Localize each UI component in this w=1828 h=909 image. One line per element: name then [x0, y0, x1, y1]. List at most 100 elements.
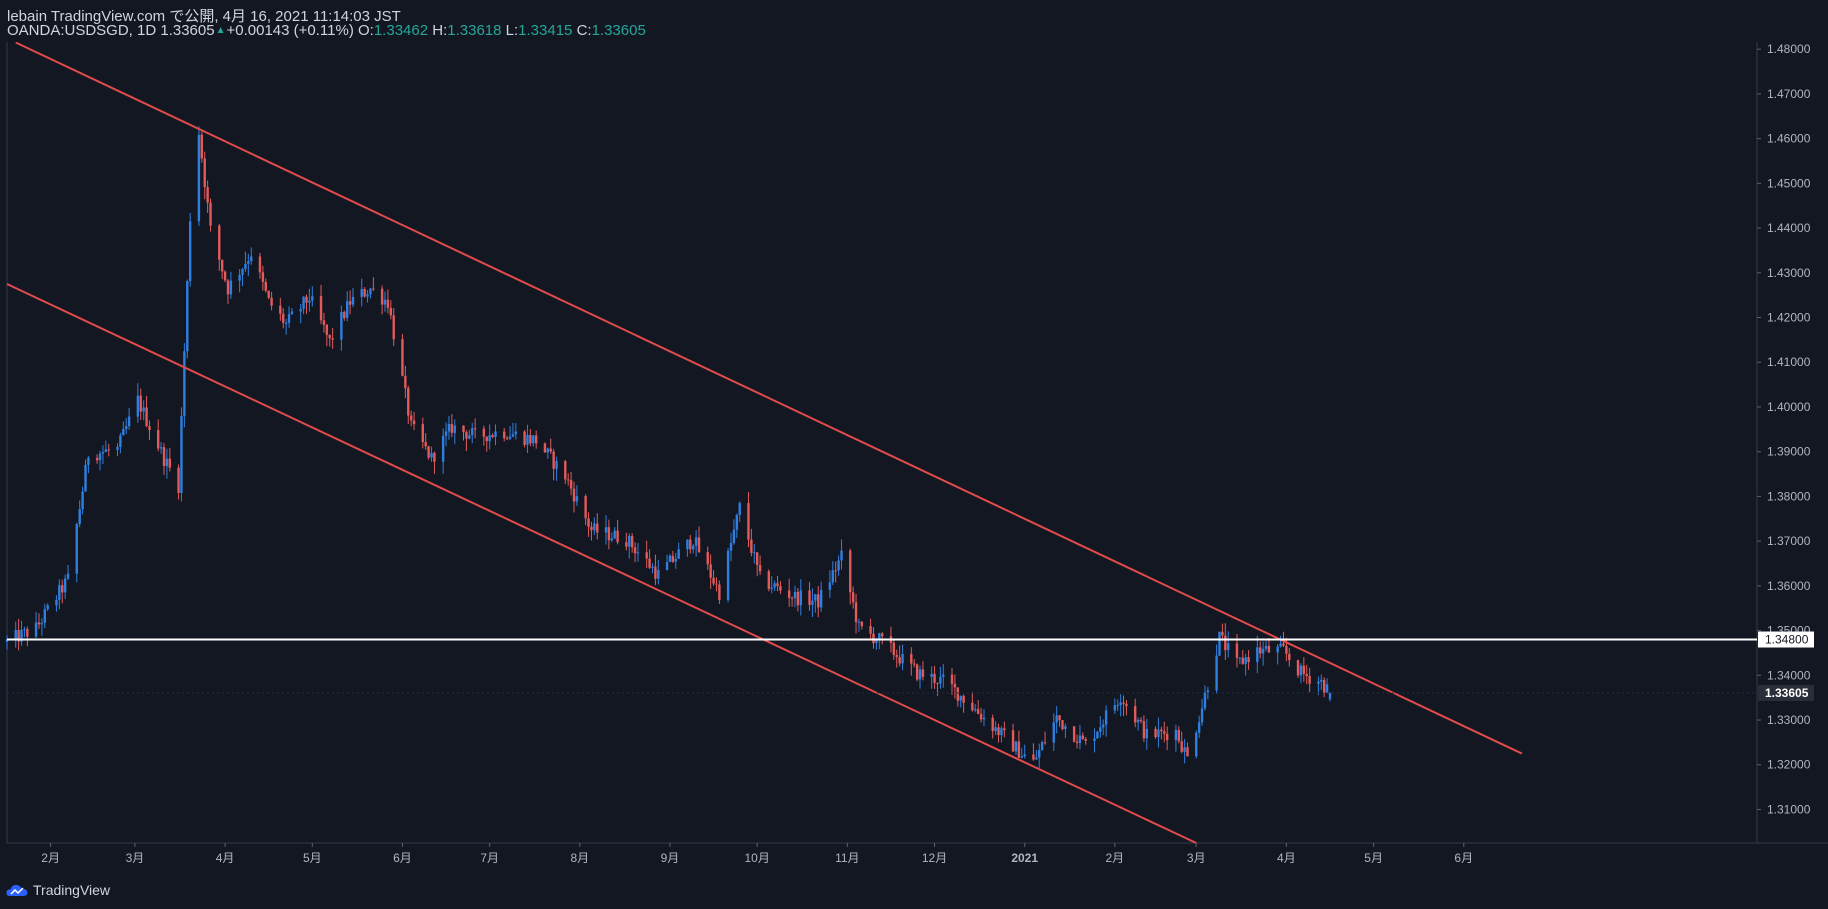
candle-body — [692, 545, 695, 550]
candle-body — [66, 573, 70, 579]
candle-body — [613, 530, 616, 539]
y-tick-label: 1.33000 — [1767, 713, 1811, 727]
candle-body — [1142, 721, 1146, 739]
candle-body — [508, 436, 512, 439]
x-tick-label: 9月 — [661, 851, 680, 865]
candle-body — [1157, 729, 1160, 738]
candle-body — [1256, 647, 1259, 662]
candle-body — [494, 431, 497, 438]
candle-body — [607, 527, 611, 541]
candle-body — [1139, 719, 1143, 722]
candle-body — [1014, 741, 1018, 752]
candle-body — [20, 629, 23, 642]
candle-body — [61, 585, 64, 593]
candle-body — [505, 438, 509, 440]
candle-body — [308, 300, 311, 303]
symbol-label: OANDA:USDSGD, 1D 1.33605 — [7, 22, 215, 39]
candle-body — [523, 431, 526, 445]
y-tick-label: 1.39000 — [1767, 445, 1811, 459]
publisher-line: lebain TradingView.com で公開, 4月 16, 2021 … — [7, 8, 401, 25]
candle-body — [645, 552, 648, 559]
candle-body — [546, 448, 550, 453]
candle-body — [1116, 705, 1119, 707]
candle-body — [854, 602, 858, 623]
candle-body — [694, 537, 698, 546]
candle-body — [767, 571, 771, 589]
level-price-tag — [1758, 631, 1814, 648]
candle-body — [75, 524, 78, 574]
candle-body — [942, 674, 945, 677]
close-label: C: — [576, 22, 592, 39]
candle-body — [366, 294, 369, 297]
candle-body — [95, 457, 99, 461]
candle-body — [471, 428, 474, 436]
candle-body — [1003, 728, 1006, 731]
candle-body — [1227, 643, 1230, 651]
candle-body — [81, 491, 84, 510]
candle-body — [950, 674, 954, 684]
y-tick-label: 1.37000 — [1767, 534, 1811, 548]
candle-body — [913, 663, 916, 665]
candle-body — [1058, 715, 1061, 721]
candle-body — [430, 452, 433, 458]
candle-body — [98, 453, 102, 461]
candle-body — [183, 351, 186, 416]
candle-body — [543, 443, 547, 453]
candle-body — [976, 709, 980, 714]
candle-body — [270, 297, 273, 306]
footer: TradingView — [0, 874, 1828, 909]
candle-body — [1064, 726, 1067, 730]
candle-body — [1183, 747, 1186, 752]
candle-body — [1322, 679, 1326, 693]
candle-body — [982, 717, 986, 720]
y-tick-label: 1.40000 — [1767, 400, 1811, 414]
candle-body — [1102, 724, 1105, 728]
candle-body — [1136, 719, 1140, 723]
y-tick-label: 1.38000 — [1767, 489, 1811, 503]
candle-body — [1296, 660, 1300, 676]
candle-body — [127, 416, 131, 427]
candle-body — [808, 590, 811, 605]
candle-body — [159, 447, 163, 449]
candle-body — [136, 395, 140, 417]
candle-body — [709, 564, 712, 578]
candle-body — [200, 134, 204, 159]
candle-body — [819, 589, 823, 608]
candle-body — [197, 134, 201, 222]
candle-body — [1264, 645, 1268, 649]
candle-body — [1032, 754, 1035, 760]
x-tick-label: 5月 — [303, 851, 322, 865]
candle-body — [145, 407, 148, 427]
candle-body — [636, 552, 640, 554]
level-price-label: 1.34800 — [1765, 633, 1809, 647]
lower-trendline — [6, 283, 1197, 844]
candle-body — [726, 550, 730, 600]
candle-body — [758, 565, 762, 572]
x-tick-label: 6月 — [1454, 851, 1473, 865]
candle-body — [433, 452, 436, 462]
candle-body — [84, 464, 87, 492]
candle-body — [1145, 728, 1149, 739]
candle-body — [596, 523, 599, 533]
candle-body — [1165, 733, 1169, 741]
open-value: 1.33462 — [373, 22, 429, 39]
candle-body — [1055, 715, 1058, 723]
candle-body — [898, 657, 901, 664]
tradingview-logo[interactable]: TradingView — [6, 882, 110, 898]
candle-body — [101, 452, 105, 454]
candle-body — [674, 558, 677, 562]
y-tick-label: 1.32000 — [1767, 758, 1811, 772]
candle-body — [1328, 692, 1332, 700]
candle-body — [401, 339, 404, 376]
y-tick-label: 1.44000 — [1767, 221, 1811, 235]
candle-body — [572, 488, 576, 502]
x-tick-label: 2021 — [1011, 851, 1038, 865]
candle-body — [421, 424, 424, 443]
candle-body — [14, 629, 17, 640]
candle-body — [279, 305, 282, 314]
x-tick-label: 2月 — [41, 851, 60, 865]
candle-body — [1267, 645, 1271, 653]
candle-body — [1180, 741, 1183, 752]
candle-body — [1299, 665, 1303, 676]
